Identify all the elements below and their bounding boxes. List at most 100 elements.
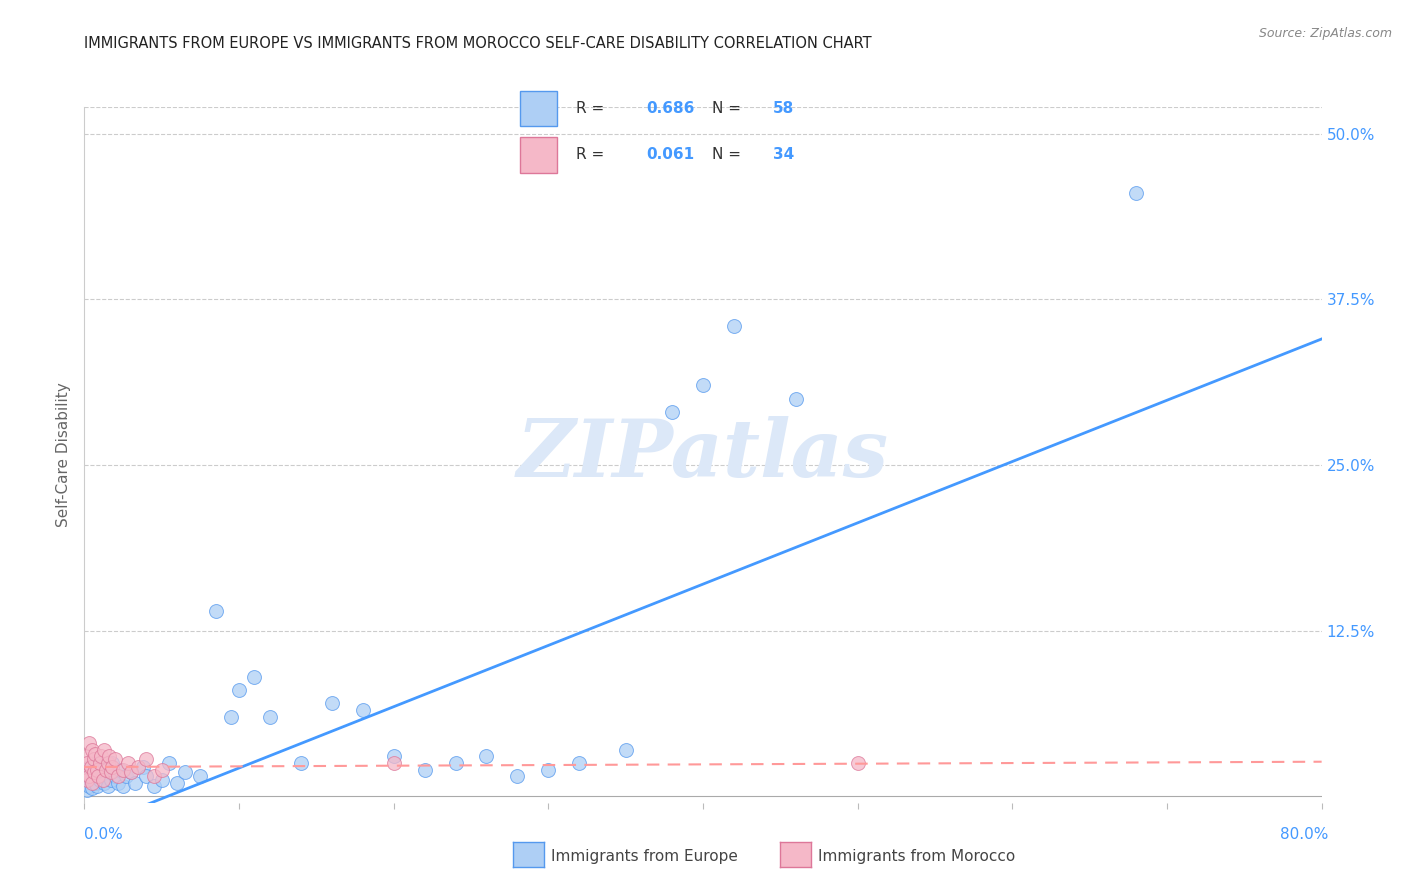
- Point: [77, 760, 100, 774]
- Point: [132, 760, 155, 774]
- Point: [90, 749, 112, 764]
- Text: Immigrants from Morocco: Immigrants from Morocco: [818, 849, 1015, 863]
- Point: [382, 749, 405, 764]
- Point: [77, 769, 100, 783]
- Point: [537, 763, 560, 777]
- Point: [77, 736, 100, 750]
- Point: [83, 769, 105, 783]
- Text: N =: N =: [713, 147, 747, 162]
- Point: [86, 756, 108, 770]
- Point: [188, 769, 212, 783]
- FancyBboxPatch shape: [520, 136, 557, 173]
- Text: Immigrants from Europe: Immigrants from Europe: [551, 849, 738, 863]
- Point: [79, 773, 101, 788]
- Point: [243, 670, 266, 684]
- Point: [86, 763, 108, 777]
- Point: [91, 773, 114, 788]
- Point: [90, 760, 112, 774]
- Point: [93, 776, 115, 790]
- Point: [75, 765, 97, 780]
- Text: IMMIGRANTS FROM EUROPE VS IMMIGRANTS FROM MOROCCO SELF-CARE DISABILITY CORRELATI: IMMIGRANTS FROM EUROPE VS IMMIGRANTS FRO…: [84, 36, 872, 51]
- Point: [221, 709, 243, 723]
- Point: [661, 405, 683, 419]
- Point: [159, 756, 181, 770]
- Point: [108, 763, 131, 777]
- Point: [104, 769, 127, 783]
- Point: [82, 776, 104, 790]
- Point: [135, 769, 157, 783]
- Point: [506, 769, 529, 783]
- Point: [83, 765, 105, 780]
- Point: [101, 760, 124, 774]
- Point: [98, 749, 121, 764]
- Point: [785, 392, 807, 406]
- Text: ZIPatlas: ZIPatlas: [517, 417, 889, 493]
- Point: [143, 779, 166, 793]
- Point: [84, 776, 107, 790]
- Point: [77, 779, 100, 793]
- Point: [97, 779, 120, 793]
- Point: [259, 709, 281, 723]
- Text: N =: N =: [713, 101, 747, 116]
- Point: [82, 763, 104, 777]
- Point: [87, 769, 110, 783]
- Text: 34: 34: [773, 147, 794, 162]
- Point: [382, 756, 405, 770]
- Point: [112, 763, 135, 777]
- Point: [75, 776, 97, 790]
- FancyBboxPatch shape: [520, 91, 557, 127]
- Point: [413, 763, 436, 777]
- Point: [614, 743, 637, 757]
- Text: R =: R =: [576, 147, 610, 162]
- Point: [82, 781, 104, 796]
- Point: [205, 604, 228, 618]
- Point: [84, 747, 107, 761]
- Point: [115, 769, 138, 783]
- Point: [94, 763, 117, 777]
- Point: [91, 769, 114, 783]
- Point: [475, 749, 498, 764]
- Point: [76, 756, 98, 770]
- Point: [101, 756, 124, 770]
- Point: [150, 763, 173, 777]
- Text: 0.061: 0.061: [647, 147, 695, 162]
- Point: [79, 760, 101, 774]
- Text: 0.0%: 0.0%: [84, 827, 124, 841]
- Point: [87, 765, 110, 780]
- Point: [83, 752, 105, 766]
- Point: [290, 756, 312, 770]
- Point: [89, 773, 111, 788]
- Point: [107, 769, 129, 783]
- Point: [166, 776, 188, 790]
- Point: [93, 743, 115, 757]
- Point: [112, 779, 135, 793]
- Point: [444, 756, 467, 770]
- Point: [135, 752, 157, 766]
- Point: [97, 756, 120, 770]
- Point: [100, 773, 122, 788]
- Point: [321, 697, 343, 711]
- Text: 58: 58: [773, 101, 794, 116]
- Point: [568, 756, 591, 770]
- Point: [82, 743, 104, 757]
- Point: [76, 782, 98, 797]
- Point: [100, 765, 122, 780]
- Text: Source: ZipAtlas.com: Source: ZipAtlas.com: [1258, 27, 1392, 40]
- Point: [143, 769, 166, 783]
- Text: R =: R =: [576, 101, 610, 116]
- Point: [174, 765, 197, 780]
- Y-axis label: Self-Care Disability: Self-Care Disability: [56, 383, 72, 527]
- Point: [120, 765, 142, 780]
- Point: [150, 773, 173, 788]
- Point: [76, 765, 98, 780]
- Point: [104, 752, 127, 766]
- Point: [1125, 186, 1147, 201]
- Point: [352, 703, 374, 717]
- Point: [76, 773, 98, 788]
- Point: [692, 378, 714, 392]
- Point: [75, 749, 97, 764]
- Point: [128, 760, 150, 774]
- Point: [86, 779, 108, 793]
- Text: 0.686: 0.686: [647, 101, 695, 116]
- Point: [124, 776, 146, 790]
